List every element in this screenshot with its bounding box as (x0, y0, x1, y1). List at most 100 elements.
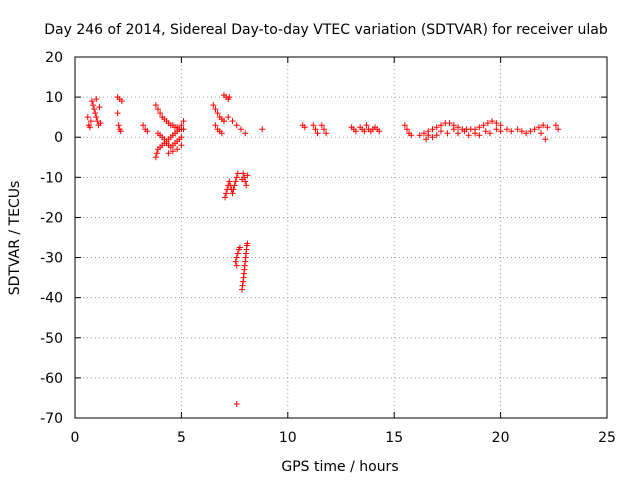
data-point (429, 126, 436, 133)
data-point (220, 118, 227, 125)
data-point (446, 120, 453, 127)
data-point (242, 178, 249, 185)
data-point (476, 132, 483, 139)
data-point (174, 146, 181, 153)
chart-title: Day 246 of 2014, Sidereal Day-to-day VTE… (44, 22, 608, 38)
data-point (144, 128, 151, 135)
data-point (429, 134, 436, 141)
data-point (531, 126, 538, 133)
axis-ticks: 0 5 10 15 20 25 -70 -60 -50 -40 -30 -20 -10 0 10 20 (40, 50, 616, 446)
data-point (455, 124, 462, 131)
data-point (482, 128, 489, 135)
x-axis-label: GPS time / hours (281, 459, 398, 475)
data-point (225, 114, 232, 121)
data-point (240, 170, 247, 177)
y-tick-label: -30 (40, 251, 63, 267)
data-point (239, 282, 246, 289)
data-point (154, 106, 161, 113)
data-point (301, 124, 308, 131)
data-point (416, 132, 423, 139)
data-point (244, 240, 251, 247)
data-point (234, 170, 241, 177)
data-point (493, 120, 500, 127)
data-point (401, 122, 408, 129)
y-axis-label: SDTVAR / TECUs (7, 181, 23, 296)
data-point (161, 136, 168, 143)
y-tick-label: 10 (45, 90, 63, 106)
data-point (244, 172, 251, 179)
y-tick-label: -20 (40, 210, 63, 226)
plot-border (74, 56, 608, 419)
x-tick-label: 25 (598, 430, 616, 446)
data-point (538, 130, 545, 137)
data-point (535, 124, 542, 131)
data-point (226, 178, 233, 185)
x-tick-label: 15 (385, 430, 403, 446)
y-tick-label: -10 (40, 170, 63, 186)
data-point (232, 178, 239, 185)
x-tick-label: 20 (492, 430, 510, 446)
y-tick-label: -40 (40, 291, 63, 307)
data-point (157, 110, 164, 117)
data-point (486, 130, 493, 137)
data-point (233, 122, 240, 129)
data-point (555, 126, 562, 133)
data-point (233, 262, 240, 269)
data-point (222, 194, 229, 201)
data-point (503, 126, 510, 133)
data-point (226, 94, 233, 101)
data-point (444, 130, 451, 137)
data-point (89, 98, 96, 105)
data-point (527, 128, 534, 135)
data-point (92, 110, 99, 117)
data-point (518, 128, 525, 135)
data-point (318, 122, 325, 129)
data-point (540, 122, 547, 129)
data-point (233, 254, 240, 261)
data-point (169, 148, 176, 155)
data-point (180, 118, 187, 125)
data-point (153, 150, 160, 157)
data-point (461, 128, 468, 135)
data-point (91, 106, 98, 113)
data-point (210, 102, 217, 109)
data-point (165, 150, 172, 157)
data-point (232, 258, 239, 265)
data-point (118, 98, 125, 105)
data-point (450, 126, 457, 133)
data-point (231, 182, 238, 189)
data-point (376, 128, 383, 135)
data-point (497, 122, 504, 129)
data-point (425, 132, 432, 139)
data-point (433, 132, 440, 139)
data-point (476, 124, 483, 131)
data-point (96, 104, 103, 111)
data-point (455, 130, 462, 137)
data-point (361, 128, 368, 135)
data-point (152, 154, 159, 161)
data-point (403, 126, 410, 133)
data-point (86, 124, 93, 131)
data-point (114, 110, 121, 117)
data-point (117, 128, 124, 135)
data-point (178, 142, 185, 149)
data-point (352, 128, 359, 135)
y-tick-label: -70 (40, 411, 63, 427)
data-point (363, 122, 370, 129)
data-point (514, 126, 521, 133)
data-point (420, 130, 427, 137)
data-point (229, 118, 236, 125)
data-point (323, 130, 330, 137)
data-points (84, 92, 562, 407)
data-point (259, 126, 266, 133)
data-point (233, 174, 240, 181)
y-tick-label: -50 (40, 331, 63, 347)
data-point (93, 114, 100, 121)
x-tick-label: 0 (71, 430, 80, 446)
data-point (237, 126, 244, 133)
data-point (484, 120, 491, 127)
data-point (236, 244, 243, 251)
data-point (433, 124, 440, 131)
y-tick-label: -60 (40, 371, 63, 387)
data-point (493, 126, 500, 133)
